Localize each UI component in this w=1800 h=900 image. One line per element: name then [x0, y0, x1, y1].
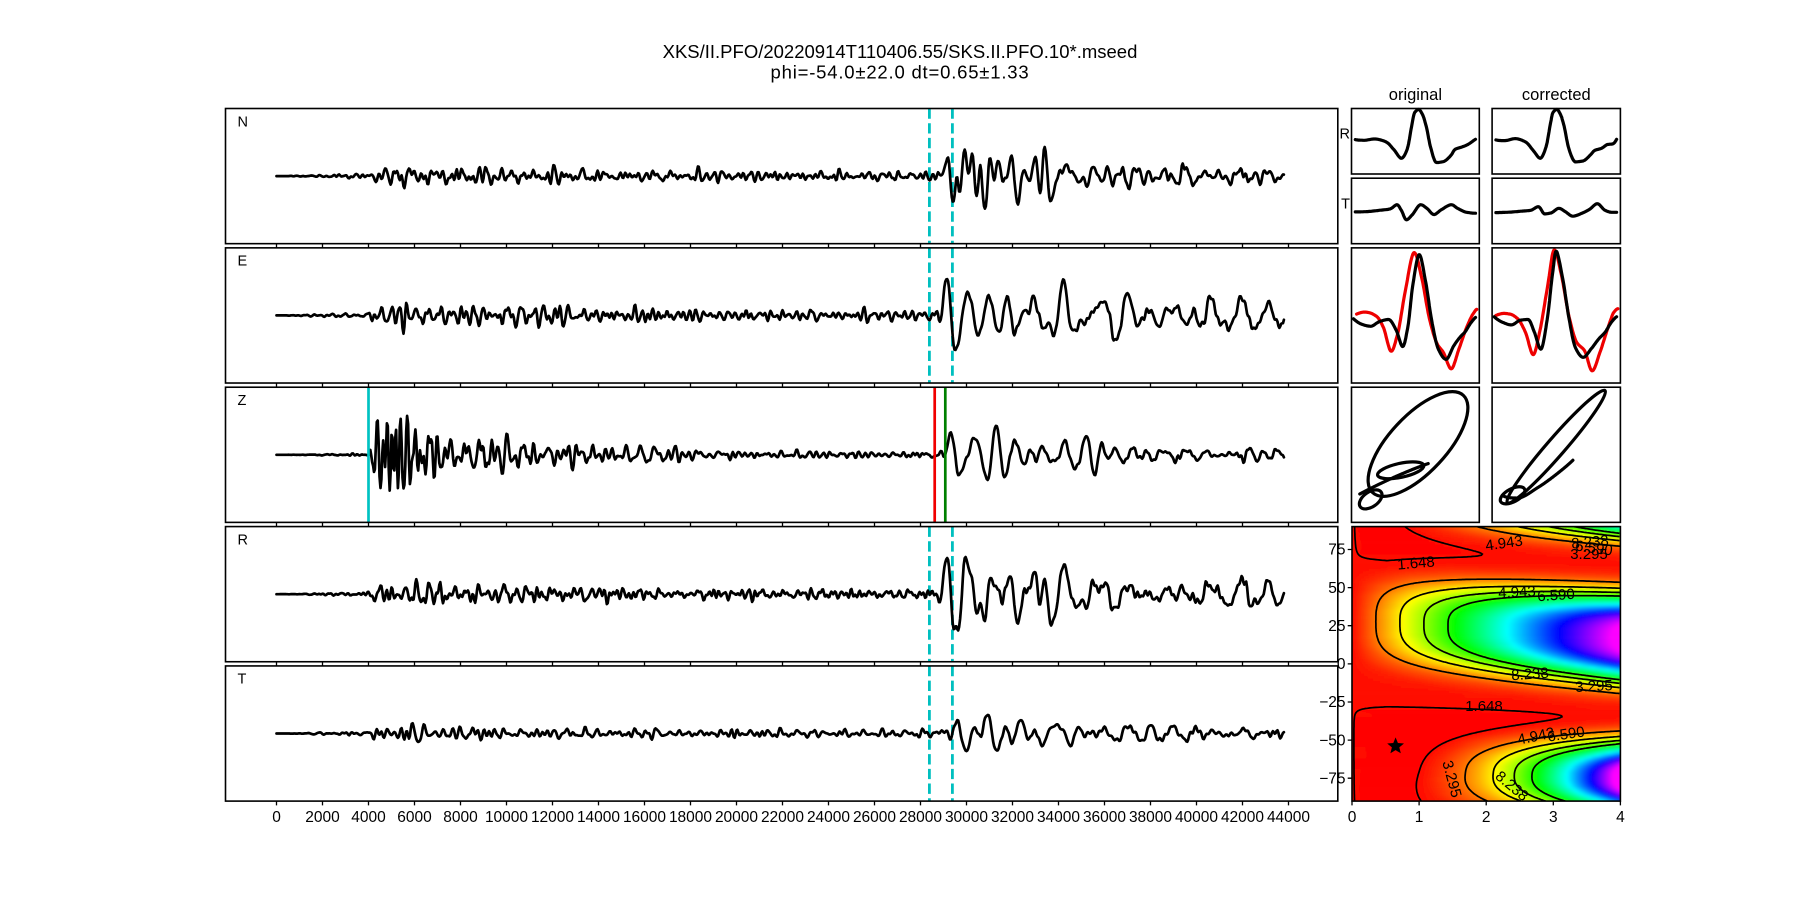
svg-text:32000: 32000	[991, 809, 1034, 826]
svg-text:40000: 40000	[1175, 809, 1218, 826]
svg-text:R: R	[238, 532, 248, 548]
svg-text:0: 0	[272, 809, 281, 826]
svg-text:T: T	[238, 672, 247, 688]
svg-text:8.238: 8.238	[1571, 532, 1610, 552]
svg-text:1.648: 1.648	[1397, 553, 1436, 573]
svg-text:1.648: 1.648	[1465, 698, 1503, 715]
svg-text:24000: 24000	[807, 809, 850, 826]
svg-text:1: 1	[1415, 809, 1424, 826]
svg-text:T: T	[1341, 197, 1350, 213]
svg-text:original: original	[1389, 86, 1442, 104]
svg-text:25: 25	[1328, 618, 1345, 635]
svg-text:6000: 6000	[397, 809, 432, 826]
svg-text:3.295: 3.295	[1570, 546, 1608, 563]
svg-text:4000: 4000	[351, 809, 386, 826]
svg-text:36000: 36000	[1083, 809, 1126, 826]
svg-text:28000: 28000	[899, 809, 942, 826]
svg-text:50: 50	[1328, 580, 1346, 597]
svg-text:3.295: 3.295	[1575, 677, 1613, 696]
svg-text:38000: 38000	[1129, 809, 1172, 826]
svg-text:−25: −25	[1319, 694, 1345, 711]
svg-text:E: E	[238, 254, 248, 270]
svg-text:8000: 8000	[443, 809, 478, 826]
svg-text:34000: 34000	[1037, 809, 1080, 826]
svg-text:26000: 26000	[853, 809, 896, 826]
svg-text:8.238: 8.238	[1511, 665, 1550, 685]
svg-text:−75: −75	[1319, 770, 1345, 787]
svg-text:10000: 10000	[485, 809, 528, 826]
svg-text:6.590: 6.590	[1546, 723, 1586, 745]
svg-text:20000: 20000	[715, 809, 758, 826]
svg-text:−50: −50	[1319, 732, 1346, 749]
svg-text:N: N	[238, 114, 248, 130]
svg-text:phi=-54.0±22.0 dt=0.65±1.33: phi=-54.0±22.0 dt=0.65±1.33	[771, 62, 1030, 83]
svg-text:42000: 42000	[1221, 809, 1264, 826]
svg-text:12000: 12000	[531, 809, 574, 826]
svg-text:0: 0	[1348, 809, 1357, 826]
svg-text:R: R	[1340, 127, 1350, 143]
svg-text:75: 75	[1328, 542, 1345, 559]
svg-text:corrected: corrected	[1522, 86, 1591, 104]
svg-text:6.590: 6.590	[1574, 537, 1614, 559]
svg-text:2: 2	[1482, 809, 1491, 826]
svg-text:14000: 14000	[577, 809, 620, 826]
svg-text:18000: 18000	[669, 809, 712, 826]
svg-text:22000: 22000	[761, 809, 804, 826]
svg-text:16000: 16000	[623, 809, 666, 826]
svg-text:4.943: 4.943	[1498, 583, 1536, 602]
svg-text:3: 3	[1549, 809, 1558, 826]
svg-text:Z: Z	[238, 393, 247, 409]
svg-text:2000: 2000	[305, 809, 340, 826]
svg-text:XKS/II.PFO/20220914T110406.55/: XKS/II.PFO/20220914T110406.55/SKS.II.PFO…	[663, 41, 1138, 62]
svg-text:4.943: 4.943	[1484, 532, 1524, 554]
svg-text:4: 4	[1616, 809, 1625, 826]
svg-text:44000: 44000	[1267, 809, 1310, 826]
svg-text:6.590: 6.590	[1537, 586, 1576, 606]
svg-text:30000: 30000	[945, 809, 988, 826]
svg-text:0: 0	[1337, 656, 1346, 673]
